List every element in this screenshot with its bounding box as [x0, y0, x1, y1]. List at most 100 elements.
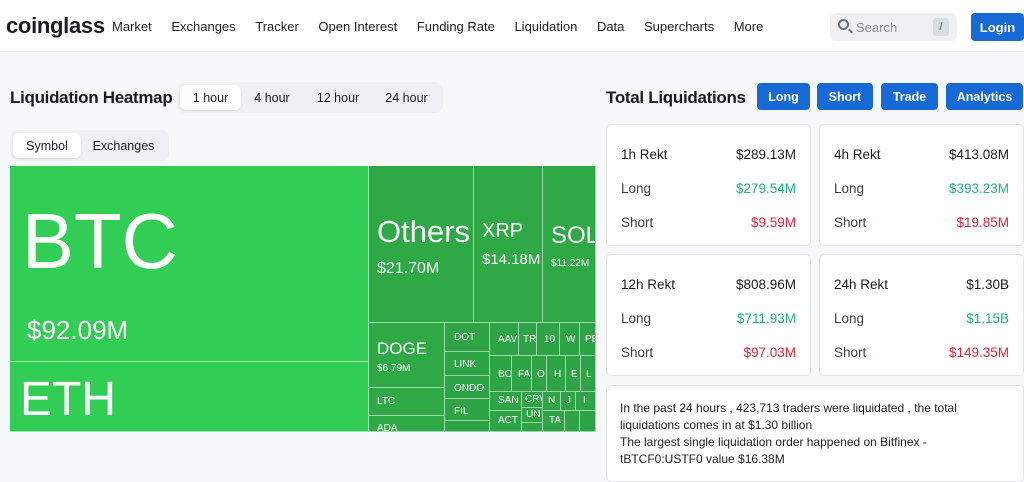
tile-e-name: E [571, 369, 578, 380]
nav-item-supercharts[interactable]: Supercharts [644, 18, 715, 34]
rekt-total-row: 4h Rekt $413.08M [834, 147, 1009, 163]
login-button[interactable]: Login [971, 13, 1024, 41]
tile-e[interactable]: E [566, 356, 581, 392]
tile-dot[interactable]: DOT [445, 323, 490, 352]
tab-4-hour[interactable]: 4 hour [254, 90, 290, 105]
nav-item-data[interactable]: Data [596, 18, 625, 34]
short-value: $97.03M [743, 345, 796, 360]
tile-others-value: $21.70M [377, 260, 440, 277]
long-value: $1.15B [966, 311, 1009, 326]
tile-fil[interactable]: FIL [445, 399, 490, 421]
tile-o[interactable]: O [532, 356, 547, 392]
rekt-long-row: Long $711.93M [621, 311, 796, 327]
tile-doge-name: DOGE [377, 339, 428, 358]
nav-item-liquidation[interactable]: Liquidation [514, 18, 578, 34]
short-button[interactable]: Short [817, 83, 873, 110]
tile-ltc[interactable]: LTC [369, 388, 445, 416]
tile-ondo[interactable]: ONDO [445, 376, 490, 399]
tile-i[interactable]: I [576, 392, 596, 411]
nav-item-more[interactable]: More [733, 18, 764, 34]
tile-ada[interactable]: ADA [369, 416, 445, 432]
rekt-label: 24h Rekt [834, 277, 889, 292]
tab-12-hour[interactable]: 12 hour [316, 90, 360, 105]
top-nav: coinglass Market Exchanges Tracker Open … [0, 0, 1024, 52]
total-liquidations-title: Total Liquidations [606, 88, 746, 107]
long-label: Long [834, 181, 865, 196]
tile-dot-name: DOT [454, 332, 476, 343]
short-label: Short [621, 215, 654, 230]
tile-doge[interactable]: DOGE $6.79M [369, 323, 445, 388]
tile-xrp[interactable]: XRP $14.18M [474, 166, 543, 323]
tile-small-c[interactable] [565, 411, 580, 432]
tab-24-hour[interactable]: 24 hour [385, 90, 428, 105]
tile-ondo-name: ONDO [454, 383, 484, 394]
tile-h[interactable]: H [547, 356, 566, 392]
tile-n[interactable]: N [543, 392, 561, 411]
rekt-short-row: Short $149.35M [834, 345, 1009, 361]
tile-w[interactable]: W [560, 323, 580, 356]
nav-item-market[interactable]: Market [112, 18, 152, 34]
tile-eth[interactable]: ETH [10, 362, 369, 432]
tile-ta-name: TA [549, 415, 562, 426]
tile-un[interactable]: UN [522, 408, 543, 423]
nav-item-funding-rate[interactable]: Funding Rate [416, 18, 495, 34]
tile-w-name: W [566, 334, 576, 345]
tile-san[interactable]: SAN [490, 392, 522, 411]
rekt-label: 12h Rekt [621, 277, 676, 292]
nav-item-open-interest[interactable]: Open Interest [318, 18, 398, 34]
tab-symbol[interactable]: Symbol [13, 133, 81, 158]
tile-pe[interactable]: PE [580, 323, 596, 356]
tile-fa[interactable]: FA [512, 356, 532, 392]
tab-exchanges[interactable]: Exchanges [92, 138, 155, 153]
tile-eth-name: ETH [20, 373, 116, 426]
tile-fil-name: FIL [454, 406, 469, 417]
tile-fa-name: FA [518, 369, 531, 380]
search-input[interactable] [856, 17, 931, 37]
rekt-card-4h: 4h Rekt $413.08M Long $393.23M Short $19… [819, 124, 1024, 246]
tile-crv-name: CRV [525, 394, 542, 405]
tile-bo[interactable]: BO [490, 356, 512, 392]
tile-tr[interactable]: TR [519, 323, 537, 356]
tile-link[interactable]: LINK [445, 352, 490, 376]
time-range-tabs: 1 hour 4 hour 12 hour 24 hour [177, 82, 443, 113]
tile-san-name: SAN [498, 395, 519, 406]
tile-un-name: UN [526, 409, 541, 420]
search-box[interactable]: / [830, 13, 957, 41]
tile-sol[interactable]: SOL $11.22M [543, 166, 596, 323]
rekt-short-row: Short $9.59M [621, 215, 796, 231]
tile-aav-name: AAV [498, 334, 518, 345]
tile-10[interactable]: 10 [537, 323, 560, 356]
rekt-short-row: Short $19.85M [834, 215, 1009, 231]
tile-small-b[interactable] [522, 423, 543, 432]
tile-ta[interactable]: TA [543, 411, 565, 432]
tile-btc[interactable]: BTC $92.09M [10, 166, 369, 362]
rekt-total-row: 1h Rekt $289.13M [621, 147, 796, 163]
tab-1-hour[interactable]: 1 hour [180, 85, 241, 110]
analytics-button[interactable]: Analytics [946, 83, 1023, 110]
rekt-card-24h: 24h Rekt $1.30B Long $1.15B Short $149.3… [819, 254, 1024, 376]
tile-aav[interactable]: AAV [490, 323, 519, 356]
nav-item-exchanges[interactable]: Exchanges [171, 18, 236, 34]
rekt-card-1h: 1h Rekt $289.13M Long $279.54M Short $9.… [606, 124, 811, 246]
rekt-total-row: 24h Rekt $1.30B [834, 277, 1009, 293]
tile-btc-value: $92.09M [27, 315, 129, 345]
nav-item-tracker[interactable]: Tracker [255, 18, 299, 34]
tile-l[interactable]: L [581, 356, 596, 392]
tile-doge-value: $6.79M [377, 363, 411, 374]
trade-button[interactable]: Trade [881, 83, 938, 110]
tile-act[interactable]: ACT [490, 411, 522, 432]
long-label: Long [621, 311, 652, 326]
tile-small-a[interactable] [445, 421, 490, 432]
short-value: $9.59M [750, 215, 796, 230]
short-value: $19.85M [956, 215, 1009, 230]
tile-small-d[interactable] [580, 411, 596, 432]
long-button[interactable]: Long [757, 83, 810, 110]
tile-j[interactable]: J [561, 392, 576, 411]
tile-others[interactable]: Others $21.70M [369, 166, 474, 323]
tile-ada-name: ADA [377, 423, 398, 432]
logo[interactable]: coinglass [6, 13, 105, 38]
tile-xrp-value: $14.18M [482, 251, 541, 268]
tile-crv[interactable]: CRV [522, 392, 543, 408]
tile-xrp-name: XRP [482, 220, 524, 242]
rekt-short-row: Short $97.03M [621, 345, 796, 361]
